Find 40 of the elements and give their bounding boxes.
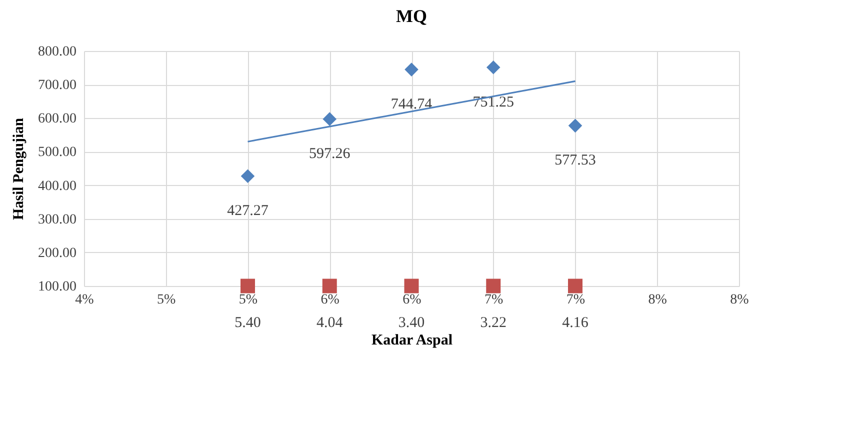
annotation: 4.04 (316, 315, 344, 331)
point (486, 60, 500, 74)
data-label: 427.27 (227, 203, 269, 220)
point (404, 62, 418, 76)
y-tick-label: 700.00 (38, 78, 76, 94)
x-tick-label: 8% (730, 292, 750, 308)
x-tick-label: 6% (402, 292, 422, 308)
data-label: 597.26 (309, 146, 351, 162)
y-tick-label: 500.00 (38, 145, 76, 160)
annotation: 3.40 (398, 315, 425, 331)
point (322, 112, 337, 126)
x-tick-label: 5% (238, 292, 258, 308)
point (568, 278, 582, 294)
y-tick-label: 300.00 (38, 212, 76, 228)
point (240, 169, 255, 184)
data-label: 577.53 (554, 152, 596, 169)
y-tick-label: 400.00 (38, 178, 76, 194)
x-tick-label: 6% (320, 292, 340, 308)
y-tick-label: 800.00 (38, 44, 76, 60)
point (568, 118, 582, 133)
x-tick-label: 5% (157, 292, 176, 308)
y-tick-label: 600.00 (38, 112, 76, 127)
y-tick-label: 200.00 (38, 246, 76, 261)
point (404, 278, 419, 294)
x-tick-label: 7% (566, 292, 586, 308)
x-tick-label: 4% (75, 292, 94, 308)
x-tick-label: 7% (484, 292, 504, 308)
x-axis-title: Kadar Aspal (372, 332, 452, 348)
x-tick-label: 8% (648, 292, 668, 308)
annotation: 4.16 (562, 315, 589, 331)
point (486, 278, 501, 294)
y-axis-title: Hasil Pengujian (11, 117, 27, 220)
annotation: 5.40 (234, 315, 261, 331)
annotation: 3.22 (480, 315, 506, 331)
data-label: 744.74 (390, 96, 433, 113)
data-label: 751.25 (472, 94, 514, 110)
chart-title: MQ (396, 6, 427, 26)
point (240, 278, 255, 294)
point (322, 278, 337, 294)
y-tick-label: 100.00 (38, 280, 76, 294)
